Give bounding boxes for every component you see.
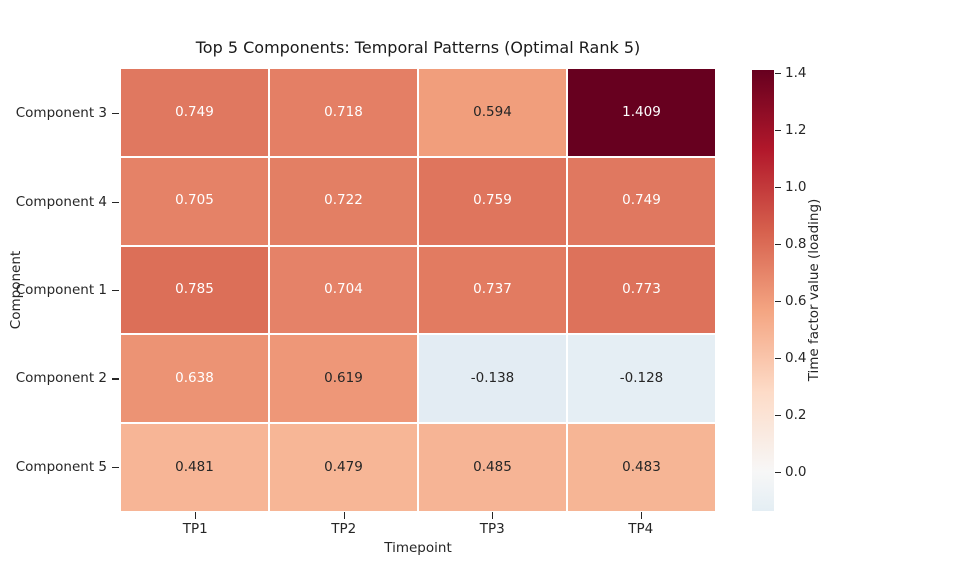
heatmap-cell-r1c2: 0.759: [419, 157, 566, 245]
heatmap-cell-r1c1: 0.722: [270, 157, 417, 245]
heatmap: 0.749 0.718 0.594 1.409 0.705 0.722 0.759 0.749…: [121, 69, 715, 511]
colorbar-tick-label-4: 0.8: [785, 235, 807, 252]
colorbar-tick-mark-1: [775, 414, 781, 416]
heatmap-cell-r4c0: 0.481: [121, 424, 268, 511]
colorbar-tick-mark-7: [775, 72, 781, 74]
x-tick-label-1: TP2: [331, 521, 357, 537]
y-tick-label-4: Component 5: [15, 458, 107, 475]
y-tick-label-1: Component 4: [15, 193, 107, 210]
colorbar-tick-mark-3: [775, 300, 781, 302]
colorbar-tick-label-6: 1.2: [785, 121, 807, 138]
y-tick-mark-3: [112, 378, 119, 380]
colorbar-tick-mark-6: [775, 129, 781, 131]
y-tick-mark-1: [112, 201, 119, 203]
heatmap-cell-r4c1: 0.479: [270, 424, 417, 511]
colorbar-gradient: [752, 70, 774, 511]
x-tick-label-0: TP1: [182, 521, 208, 537]
x-axis-title: Timepoint: [384, 540, 452, 556]
x-tick-mark-2: [492, 512, 494, 519]
colorbar-title: Time factor value (loading): [806, 198, 822, 382]
heatmap-cell-r1c3: 0.749: [568, 157, 715, 245]
heatmap-cell-r3c0: 0.638: [121, 335, 268, 423]
heatmap-cell-r0c1: 0.718: [270, 69, 417, 156]
y-tick-mark-2: [112, 290, 119, 292]
heatmap-cell-r1c0: 0.705: [121, 157, 268, 245]
heatmap-cell-r0c0: 0.749: [121, 69, 268, 156]
colorbar-tick-label-0: 0.0: [785, 463, 807, 480]
x-tick-mark-3: [640, 512, 642, 519]
colorbar-tick-mark-4: [775, 243, 781, 245]
y-axis-title: Component: [8, 250, 24, 330]
colorbar-tick-label-2: 0.4: [785, 349, 807, 366]
y-tick-label-3: Component 2: [15, 370, 107, 387]
colorbar-tick-label-3: 0.6: [785, 292, 807, 309]
heatmap-cell-r3c2: -0.138: [419, 335, 566, 423]
x-tick-label-3: TP4: [628, 521, 654, 537]
colorbar-tick-mark-2: [775, 357, 781, 359]
heatmap-cell-r4c3: 0.483: [568, 424, 715, 511]
heatmap-cell-r3c3: -0.128: [568, 335, 715, 423]
heatmap-cell-r3c1: 0.619: [270, 335, 417, 423]
colorbar-tick-label-5: 1.0: [785, 178, 807, 195]
colorbar-tick-label-1: 0.2: [785, 406, 807, 423]
x-tick-label-2: TP3: [479, 521, 505, 537]
y-tick-label-2: Component 1: [15, 282, 107, 298]
heatmap-cell-r2c2: 0.737: [419, 246, 566, 334]
x-tick-mark-0: [195, 512, 197, 519]
colorbar-tick-mark-5: [775, 186, 781, 188]
heatmap-cell-r0c2: 0.594: [419, 69, 566, 156]
heatmap-cell-r2c0: 0.785: [121, 246, 268, 334]
y-tick-label-0: Component 3: [15, 105, 107, 122]
chart-title: Top 5 Components: Temporal Patterns (Opt…: [195, 38, 641, 57]
heatmap-cell-r4c2: 0.485: [419, 424, 566, 511]
x-tick-mark-1: [343, 512, 345, 519]
y-tick-mark-4: [112, 466, 119, 468]
colorbar-tick-label-7: 1.4: [785, 64, 807, 81]
heatmap-cell-r2c3: 0.773: [568, 246, 715, 334]
colorbar-tick-mark-0: [775, 471, 781, 473]
heatmap-cell-r0c3: 1.409: [568, 69, 715, 156]
y-tick-mark-0: [112, 113, 119, 115]
heatmap-cell-r2c1: 0.704: [270, 246, 417, 334]
